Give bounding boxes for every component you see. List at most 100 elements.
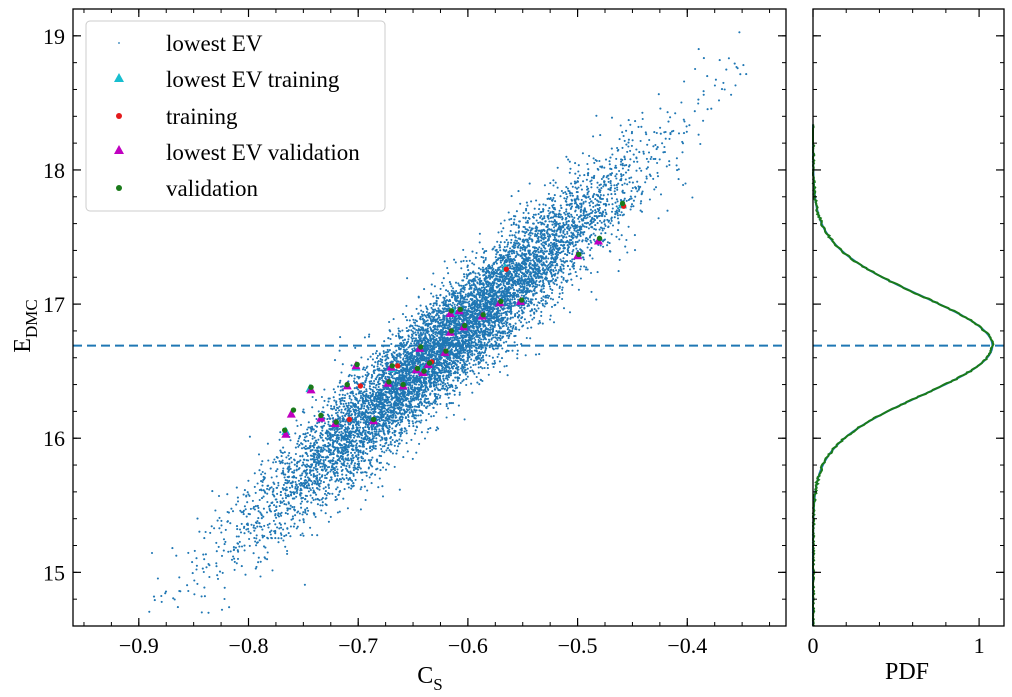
cloud-point — [352, 473, 355, 476]
cloud-point — [459, 381, 462, 385]
cloud-point — [352, 436, 356, 439]
cloud-point — [437, 307, 440, 310]
cloud-point — [573, 220, 576, 223]
cloud-point — [522, 225, 525, 228]
cloud-point — [359, 451, 362, 454]
cloud-point — [325, 494, 328, 497]
cloud-point — [609, 180, 612, 183]
cloud-point — [567, 158, 570, 161]
cloud-point — [502, 282, 505, 285]
cloud-point — [175, 554, 178, 557]
cloud-point — [287, 495, 290, 498]
cloud-point — [284, 545, 287, 548]
cloud-point — [234, 546, 237, 549]
cloud-point — [253, 529, 256, 532]
cloud-point — [289, 535, 292, 538]
cloud-point — [305, 473, 308, 477]
cloud-point — [283, 476, 286, 479]
cloud-point — [220, 519, 223, 522]
cloud-point — [559, 265, 562, 268]
cloud-point — [296, 485, 300, 489]
cloud-point — [616, 186, 619, 189]
cloud-point — [506, 334, 509, 337]
cloud-point — [608, 163, 611, 166]
cloud-point — [345, 477, 348, 480]
cloud-point — [562, 264, 565, 267]
cloud-point — [468, 279, 471, 282]
cloud-point — [274, 460, 277, 464]
cloud-point — [193, 549, 196, 552]
cloud-point — [636, 180, 639, 183]
cloud-point — [534, 213, 537, 216]
cloud-point — [628, 177, 631, 180]
cloud-point — [409, 406, 412, 409]
cloud-point — [525, 284, 528, 287]
cloud-point — [515, 250, 518, 253]
cloud-point — [526, 204, 529, 207]
cloud-point — [266, 500, 269, 504]
cloud-point — [548, 283, 551, 286]
cloud-point — [471, 294, 474, 297]
cloud-point — [426, 327, 429, 330]
cloud-point — [506, 302, 509, 305]
cloud-point — [314, 515, 317, 518]
cloud-point — [325, 473, 329, 476]
cloud-point — [248, 537, 251, 541]
cloud-point — [231, 510, 235, 513]
cloud-point — [598, 219, 602, 222]
cloud-point — [217, 545, 220, 548]
cloud-point — [635, 157, 638, 160]
cloud-point — [627, 119, 630, 122]
cloud-point — [367, 401, 370, 404]
cloud-point — [577, 288, 580, 291]
cloud-point — [286, 552, 289, 555]
cloud-point — [654, 143, 657, 147]
cloud-point — [483, 279, 486, 282]
cloud-point — [301, 513, 304, 516]
cloud-point — [655, 148, 658, 151]
cloud-point — [315, 439, 318, 442]
cloud-point — [406, 450, 409, 453]
cloud-point — [176, 606, 179, 609]
cloud-point — [150, 551, 154, 555]
cloud-point — [514, 326, 517, 329]
cloud-point — [348, 397, 351, 400]
cloud-point — [462, 259, 465, 262]
cloud-point — [610, 116, 614, 119]
cloud-point — [215, 550, 218, 553]
cloud-point — [330, 476, 333, 479]
cloud-point — [328, 492, 331, 495]
cloud-point — [215, 541, 218, 544]
cloud-point — [299, 494, 302, 497]
cloud-point — [425, 316, 428, 319]
cloud-point — [414, 324, 417, 327]
cloud-point — [616, 217, 620, 220]
cloud-point — [403, 338, 406, 341]
cloud-point — [374, 473, 377, 476]
cloud-point — [382, 350, 385, 353]
cloud-point — [319, 504, 322, 507]
cloud-point — [222, 538, 226, 541]
cloud-point — [583, 252, 586, 255]
cloud-point — [658, 158, 661, 161]
cloud-point — [378, 461, 381, 464]
cloud-point — [618, 169, 621, 173]
cloud-point — [286, 512, 289, 515]
cloud-point — [573, 180, 576, 183]
cloud-point — [600, 232, 603, 235]
cloud-point — [443, 387, 447, 390]
cloud-point — [354, 418, 358, 421]
cloud-point — [376, 406, 379, 409]
cloud-point — [611, 207, 614, 210]
cloud-point — [255, 534, 258, 537]
cloud-point — [646, 143, 649, 146]
cloud-point — [581, 152, 584, 155]
cloud-point — [457, 282, 460, 285]
cloud-point — [571, 250, 574, 253]
cloud-point — [608, 242, 611, 245]
cloud-point — [371, 352, 375, 356]
cloud-point — [409, 381, 412, 384]
cloud-point — [626, 150, 629, 153]
cloud-point — [654, 157, 657, 161]
